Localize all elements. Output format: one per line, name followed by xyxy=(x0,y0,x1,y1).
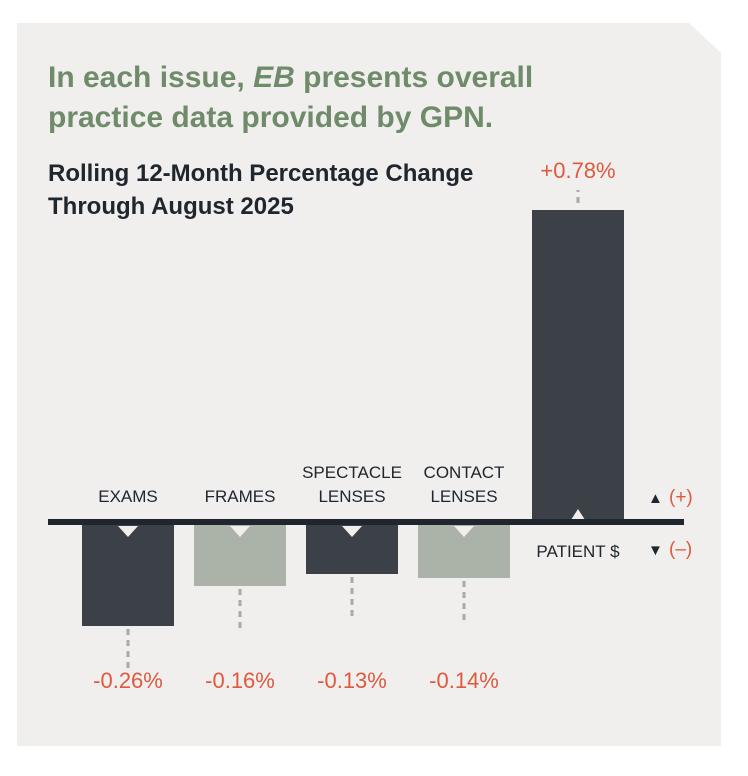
intro-emphasis: EB xyxy=(253,61,295,94)
category-label-spectacle-lenses: SPECTACLE LENSES xyxy=(302,463,402,506)
category-label-line: SPECTACLE xyxy=(302,463,402,482)
category-label-line: PATIENT $ xyxy=(536,542,620,561)
category-label-exams: EXAMS xyxy=(98,487,158,506)
legend-positive-label: (+) xyxy=(669,487,693,508)
category-label-line: LENSES xyxy=(430,487,497,506)
category-label-contact-lenses: CONTACT LENSES xyxy=(424,463,505,506)
category-label-line: FRAMES xyxy=(205,487,276,506)
bar-notch-exams xyxy=(118,526,138,537)
legend-up-triangle-icon: ▲ xyxy=(648,490,663,507)
value-label-patient: +0.78% xyxy=(540,158,615,183)
bar-patient xyxy=(532,210,624,522)
intro-heading: In each issue, EB presents overall pract… xyxy=(48,58,648,138)
category-label-line: CONTACT xyxy=(424,463,505,482)
bar-notch-contact-lenses xyxy=(454,526,474,537)
bar-notch-spectacle-lenses xyxy=(342,526,362,537)
bar-notch-frames xyxy=(230,526,250,537)
intro-text-start: In each issue, xyxy=(48,61,254,94)
bar-exams xyxy=(82,522,174,626)
legend-negative-label: (–) xyxy=(669,539,692,560)
category-label-line: LENSES xyxy=(318,487,385,506)
value-label-contact-lenses: -0.14% xyxy=(429,668,499,693)
chart-title: Rolling 12-Month Percentage Change Throu… xyxy=(48,160,474,220)
intro-text-end: presents overall practice data provided … xyxy=(48,61,534,134)
category-label-patient: PATIENT $ xyxy=(536,542,620,561)
category-label-frames: FRAMES xyxy=(205,487,276,506)
value-label-spectacle-lenses: -0.13% xyxy=(317,668,387,693)
value-label-exams: -0.26% xyxy=(93,668,163,693)
category-label-line: EXAMS xyxy=(98,487,158,506)
value-label-frames: -0.16% xyxy=(205,668,275,693)
legend-down-triangle-icon: ▼ xyxy=(648,542,663,559)
